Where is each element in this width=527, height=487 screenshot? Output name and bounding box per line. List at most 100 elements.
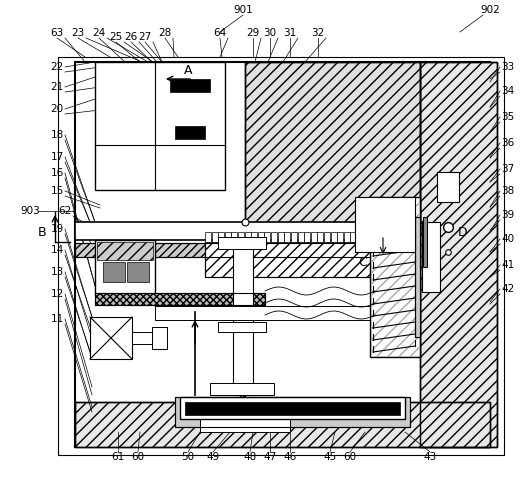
Bar [175,397,410,427]
Bar [278,232,284,242]
Text: 20: 20 [51,104,64,114]
Bar [337,232,343,242]
Text: 62: 62 [58,206,72,216]
Text: 60: 60 [131,452,144,462]
Bar [127,262,149,282]
Bar [317,232,324,242]
Text: D: D [415,225,425,239]
Bar [304,232,310,242]
Bar [238,232,244,242]
Bar [371,198,419,356]
Bar [75,402,490,447]
Bar [245,62,420,232]
Text: 32: 32 [311,28,325,38]
Text: 901: 901 [233,5,253,15]
Text: 26: 26 [124,32,138,42]
Bar [205,242,390,277]
Bar [324,232,330,242]
Bar [271,232,277,242]
Text: 23: 23 [71,28,85,38]
Bar [251,232,257,242]
Bar [415,217,420,337]
Bar [95,293,265,305]
Bar [218,322,266,332]
Text: 11: 11 [51,314,64,324]
Text: 47: 47 [264,452,277,462]
Text: 28: 28 [159,28,172,38]
Text: 43: 43 [423,452,437,462]
Text: 27: 27 [139,32,152,42]
Text: B: B [370,232,379,245]
Bar [258,232,264,242]
Bar [132,332,152,344]
Text: 45: 45 [324,452,337,462]
Text: D: D [458,225,468,239]
Text: C: C [359,256,367,268]
Bar [370,197,420,357]
Text: 24: 24 [92,28,105,38]
Bar [58,57,504,455]
Text: 63: 63 [51,28,64,38]
Text: 25: 25 [110,32,123,42]
Bar [75,62,490,447]
Bar [75,402,490,447]
Bar [344,232,350,242]
Bar [364,232,369,242]
Bar [437,172,459,202]
Bar [75,243,420,257]
Bar [95,62,225,190]
Text: 61: 61 [111,452,124,462]
Bar [185,402,400,415]
Text: C: C [109,248,118,262]
Bar [75,222,420,240]
Text: 49: 49 [207,452,220,462]
Bar [330,232,337,242]
Bar [218,232,224,242]
Text: 64: 64 [213,28,227,38]
Text: 12: 12 [51,289,64,299]
Text: 15: 15 [51,186,64,196]
Bar [97,242,153,260]
Text: 60: 60 [344,452,357,462]
Bar [218,237,266,249]
Text: 31: 31 [284,28,297,38]
Text: 903: 903 [20,206,40,216]
Bar [155,306,390,320]
Bar [423,217,427,267]
Text: 40: 40 [501,234,514,244]
Bar [75,243,420,257]
Bar [355,197,415,252]
Bar [265,232,270,242]
Bar [103,262,125,282]
Bar [311,232,317,242]
Text: 16: 16 [51,168,64,178]
Text: 42: 42 [501,284,515,294]
Text: A: A [184,63,192,76]
Bar [95,240,155,295]
Bar [152,327,167,349]
Text: 17: 17 [51,152,64,162]
Text: B: B [38,225,46,239]
Bar [420,62,497,447]
Text: 29: 29 [247,28,260,38]
Bar [90,317,132,359]
Text: 13: 13 [51,267,64,277]
Bar [175,397,410,427]
Bar [210,383,274,395]
Bar [212,232,218,242]
Text: 21: 21 [51,82,64,92]
Text: 48: 48 [243,452,257,462]
Text: 46: 46 [284,452,297,462]
Bar [95,293,265,305]
Bar [370,232,376,242]
Bar [291,232,297,242]
Bar [350,232,356,242]
Text: 35: 35 [501,112,515,122]
Text: 33: 33 [501,62,515,72]
Bar [284,232,290,242]
Bar [377,232,383,242]
Text: 41: 41 [501,260,515,270]
Bar [200,419,290,432]
Text: A: A [208,227,216,241]
Text: 39: 39 [501,210,515,220]
